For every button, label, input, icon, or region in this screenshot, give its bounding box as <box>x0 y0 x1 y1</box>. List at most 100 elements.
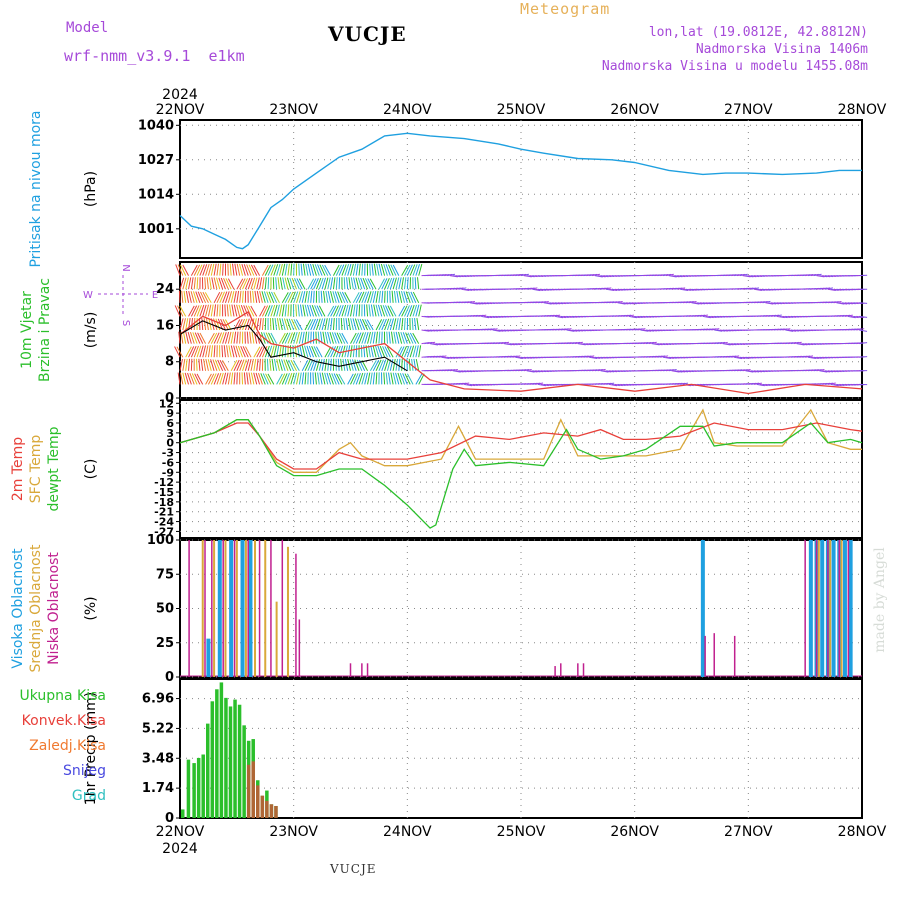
wind-barb <box>401 358 403 371</box>
wind-barb <box>324 264 332 276</box>
wind-barb <box>284 304 287 317</box>
wind-barb <box>375 290 379 303</box>
cloud-bar <box>233 540 236 677</box>
wind-barb <box>346 277 349 290</box>
y-tick-label: 50 <box>156 602 174 617</box>
wind-barb <box>392 318 397 331</box>
wind-barb <box>212 359 218 371</box>
wind-barb <box>319 372 323 385</box>
wind-barb <box>224 331 230 344</box>
cloud-bar <box>820 540 825 677</box>
cloud-bar <box>204 540 206 677</box>
y-tick-label: 6.96 <box>142 692 174 707</box>
wind-barb <box>293 319 300 331</box>
wind-barb <box>230 345 235 358</box>
wind-barb <box>403 291 408 303</box>
wind-barb <box>207 373 215 385</box>
wind-barb <box>400 291 405 303</box>
wind-barb <box>187 372 192 385</box>
date-label-bottom: 22NOV <box>156 824 205 840</box>
wind-barb <box>372 290 377 303</box>
wind-barb <box>203 318 207 331</box>
wind-barb <box>322 331 326 344</box>
wind-barb <box>355 277 360 290</box>
wind-barb <box>338 304 344 317</box>
wind-barb <box>248 264 255 276</box>
wind-barb <box>415 358 420 371</box>
wind-barb <box>242 346 249 358</box>
wind-barb <box>185 358 188 371</box>
wind-barb <box>310 359 316 371</box>
wind-barb <box>259 305 266 317</box>
wind-barb <box>261 291 266 303</box>
cloud-bar <box>201 540 204 677</box>
wind-barb <box>327 331 332 344</box>
cloud-bar <box>298 619 301 677</box>
wind-barb <box>402 332 408 344</box>
wind-barb <box>184 372 190 385</box>
precip-bar <box>256 785 260 818</box>
wind-barb <box>247 277 253 290</box>
wind-barb <box>335 264 342 276</box>
date-label-bottom: 23NOV <box>269 824 318 840</box>
wind-barb <box>586 355 595 358</box>
wind-barb <box>332 317 335 331</box>
wind-barb <box>332 277 336 290</box>
wind-barb <box>269 358 272 371</box>
wind-barb <box>202 345 207 358</box>
wind-barb <box>357 318 363 331</box>
wind-barb <box>281 332 289 344</box>
wind-barb <box>253 318 257 331</box>
wind-barb <box>318 359 323 371</box>
wind-barb <box>210 359 215 371</box>
wind-barb <box>406 345 412 358</box>
wind-barb <box>307 304 312 317</box>
cloud-bar <box>827 540 829 677</box>
wind-barb <box>332 305 339 317</box>
wind-barb <box>304 319 312 331</box>
wind-barb <box>252 290 255 303</box>
wind-barb <box>361 263 364 276</box>
wind-barb <box>267 264 274 276</box>
cloud-bar <box>217 540 222 677</box>
cloud-bar <box>838 540 841 677</box>
wind-barb <box>734 356 743 360</box>
wind-barb <box>417 277 420 290</box>
wind-barb <box>199 345 204 358</box>
wind-barb <box>856 328 865 331</box>
wind-barb <box>398 358 401 371</box>
wind-barb <box>193 345 199 358</box>
wind-barb <box>236 304 241 317</box>
wind-barb <box>403 277 407 290</box>
wind-barb <box>281 263 286 276</box>
wind-barb <box>312 372 315 385</box>
wind-barb <box>218 277 224 290</box>
wind-barb <box>253 358 257 371</box>
wind-barb <box>357 277 363 290</box>
wind-barb <box>250 277 256 290</box>
wind-barb <box>552 314 561 317</box>
wind-barb <box>224 319 232 331</box>
y-axis-label: (C) <box>83 459 99 480</box>
wind-barb <box>350 345 353 358</box>
wind-barb <box>353 277 357 290</box>
wind-barb <box>248 372 252 385</box>
wind-barb <box>238 304 243 317</box>
wind-barb <box>466 301 475 304</box>
wind-barb <box>208 277 212 290</box>
wind-barb <box>178 331 181 344</box>
y-tick-label: 24 <box>156 282 174 297</box>
wind-barb <box>183 290 187 303</box>
wind-barb <box>276 263 281 276</box>
wind-gust-line <box>179 310 863 395</box>
wind-barb <box>321 358 325 371</box>
wind-barb <box>358 291 365 304</box>
year-label-bottom: 2024 <box>162 841 198 857</box>
wind-barb <box>338 264 345 276</box>
elevation-label: Nadmorska Visina 1406m <box>695 42 868 57</box>
wind-barb <box>275 277 278 290</box>
wind-barb <box>257 372 263 385</box>
wind-barb <box>369 291 374 303</box>
wind-barb <box>753 382 762 385</box>
wind-barb <box>264 264 272 276</box>
